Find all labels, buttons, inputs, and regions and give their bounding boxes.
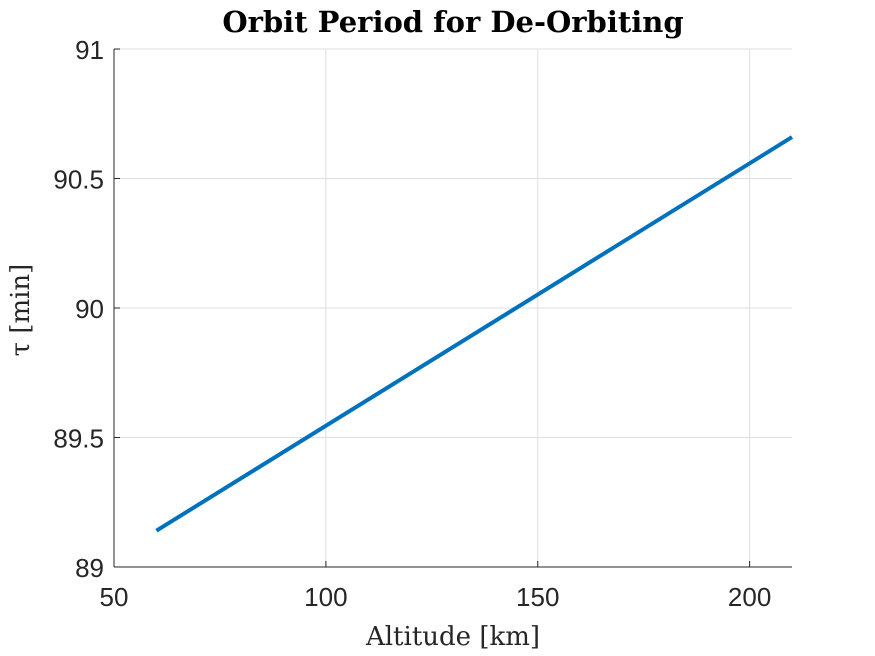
y-axis-label: τ [min] (6, 264, 36, 357)
series-line (155, 135, 794, 533)
y-tick-label: 91 (75, 35, 104, 65)
y-tick-label: 89 (75, 553, 104, 583)
x-axis-label: Altitude [km] (365, 622, 540, 652)
series-layer (155, 135, 794, 533)
y-tick-label: 89.5 (53, 424, 104, 454)
x-tick-label: 100 (304, 582, 347, 612)
chart-title: Orbit Period for De-Orbiting (222, 5, 683, 39)
tick-labels: 50 100 150 200 89 89.5 90 90.5 91 (53, 35, 771, 612)
x-tick-label: 200 (728, 582, 771, 612)
x-tick-label: 50 (100, 582, 129, 612)
y-tick-label: 90 (75, 294, 104, 324)
axes (113, 48, 792, 568)
y-tick-label: 90.5 (53, 165, 104, 195)
x-tick-label: 150 (516, 582, 559, 612)
grid-lines (114, 48, 792, 567)
